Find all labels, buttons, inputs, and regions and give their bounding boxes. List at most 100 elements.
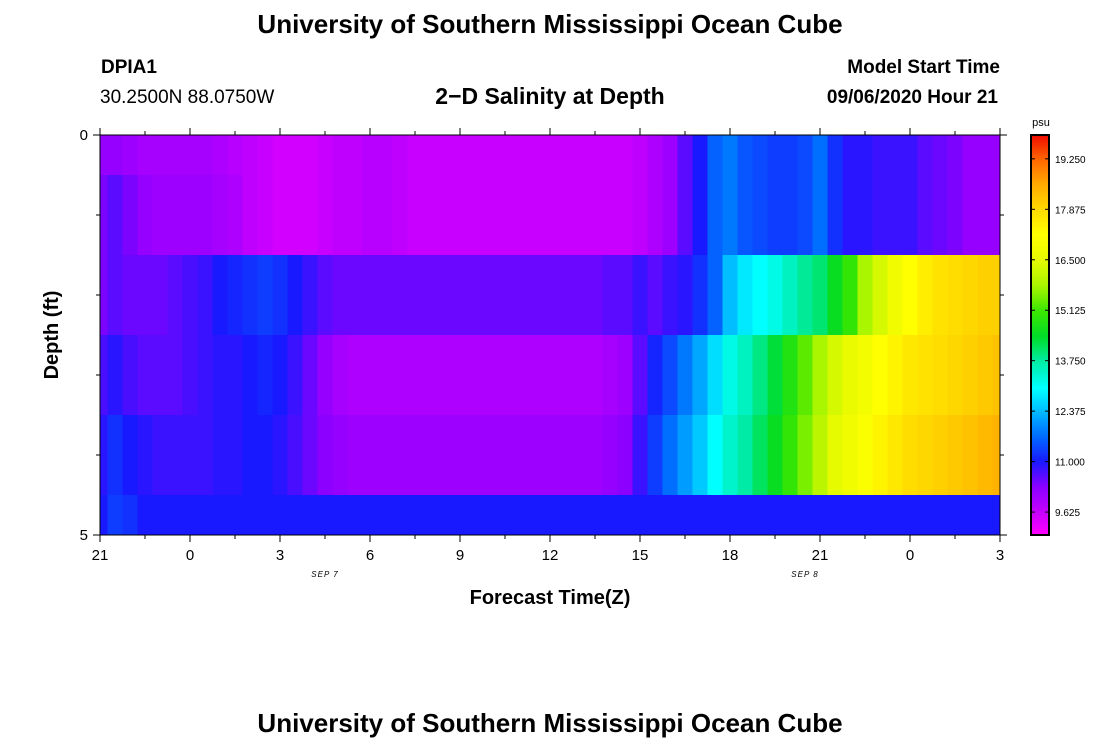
colorbar-band (1031, 195, 1049, 198)
heatmap-cell (797, 135, 814, 176)
colorbar-band (1031, 509, 1049, 512)
colorbar-band (1031, 149, 1049, 152)
heatmap-cell (917, 335, 934, 416)
heatmap-cell (872, 335, 889, 416)
colorbar-band (1031, 439, 1049, 442)
colorbar-band (1031, 427, 1049, 430)
colorbar-band (1031, 161, 1049, 164)
colorbar-band (1031, 455, 1049, 458)
heatmap-cell (287, 415, 304, 496)
heatmap-cell (392, 415, 409, 496)
heatmap-cell (557, 135, 574, 176)
heatmap-cell (512, 175, 529, 256)
heatmap-cell (572, 135, 589, 176)
heatmap-cell (947, 415, 964, 496)
heatmap-cell (992, 415, 1000, 496)
colorbar-band (1031, 315, 1049, 318)
heatmap-cell (482, 335, 499, 416)
heatmap-cell (107, 135, 124, 176)
heatmap-cell (422, 335, 439, 416)
heatmap-cell (887, 255, 904, 336)
heatmap-cell (707, 255, 724, 336)
heatmap-cell (542, 415, 559, 496)
heatmap-cell (722, 255, 739, 336)
colorbar-tick-label: 17.875 (1055, 205, 1086, 216)
heatmap-cell (317, 175, 334, 256)
colorbar-band (1031, 287, 1049, 290)
heatmap-cell (422, 415, 439, 496)
colorbar-band (1031, 469, 1049, 472)
heatmap-cell (902, 335, 919, 416)
colorbar-band (1031, 263, 1049, 266)
colorbar-band (1031, 257, 1049, 260)
colorbar-band (1031, 479, 1049, 482)
heatmap-cell (632, 255, 649, 336)
heatmap-cell (767, 415, 784, 496)
heatmap-cell (902, 175, 919, 256)
heatmap-cell (452, 175, 469, 256)
heatmap-cell (707, 175, 724, 256)
heatmap-cell (212, 495, 229, 535)
heatmap-cell (512, 335, 529, 416)
heatmap-cell (272, 415, 289, 496)
heatmap-cell (587, 495, 604, 535)
heatmap-cell (617, 335, 634, 416)
colorbar-band (1031, 403, 1049, 406)
colorbar-frame (1030, 134, 1050, 536)
colorbar-band (1031, 227, 1049, 230)
heatmap-cell (992, 335, 1000, 416)
colorbar-band (1031, 359, 1049, 362)
heatmap-cell (167, 495, 184, 535)
heatmap-cell (992, 495, 1000, 535)
colorbar-band (1031, 309, 1049, 312)
colorbar-band (1031, 495, 1049, 498)
colorbar-band (1031, 345, 1049, 348)
heatmap-cell (902, 135, 919, 176)
heatmap-cell (362, 255, 379, 336)
heatmap-cell (602, 495, 619, 535)
heatmap-cell (827, 135, 844, 176)
colorbar-band (1031, 165, 1049, 168)
page-title-bottom: University of Southern Mississippi Ocean… (257, 708, 843, 738)
heatmap-cell (857, 335, 874, 416)
heatmap-cell (100, 335, 109, 416)
heatmap-cell (272, 335, 289, 416)
heatmap-cell (602, 175, 619, 256)
heatmap-cell (467, 415, 484, 496)
heatmap-cell (767, 255, 784, 336)
heatmap-cell (587, 335, 604, 416)
heatmap-cell (100, 175, 109, 256)
colorbar-band (1031, 151, 1049, 154)
heatmap-cell (857, 495, 874, 535)
chart-title: 2−D Salinity at Depth (435, 83, 665, 109)
colorbar-band (1031, 141, 1049, 144)
colorbar-band (1031, 489, 1049, 492)
colorbar-band (1031, 339, 1049, 342)
heatmap-cell (722, 135, 739, 176)
heatmap-cell (962, 255, 979, 336)
heatmap-cell (332, 335, 349, 416)
colorbar-band (1031, 275, 1049, 278)
model-start-time: 09/06/2020 Hour 21 (826, 87, 998, 108)
colorbar-band (1031, 231, 1049, 234)
heatmap-cell (407, 415, 424, 496)
station-id: DPIA1 (101, 57, 157, 78)
heatmap-cell (107, 415, 124, 496)
heatmap-cell (242, 335, 259, 416)
x-tick-label: 21 (92, 547, 109, 564)
heatmap-cell (977, 135, 994, 176)
heatmap-cell (422, 135, 439, 176)
heatmap-cell (587, 415, 604, 496)
heatmap-cell (797, 255, 814, 336)
colorbar-band (1031, 355, 1049, 358)
heatmap-cell (737, 415, 754, 496)
heatmap-cell (347, 495, 364, 535)
heatmap-cell (617, 495, 634, 535)
colorbar-band (1031, 499, 1049, 502)
colorbar-band (1031, 431, 1049, 434)
heatmap-cell (152, 175, 169, 256)
colorbar-band (1031, 371, 1049, 374)
colorbar-band (1031, 459, 1049, 462)
heatmap-cell (872, 415, 889, 496)
heatmap-cell (812, 415, 829, 496)
